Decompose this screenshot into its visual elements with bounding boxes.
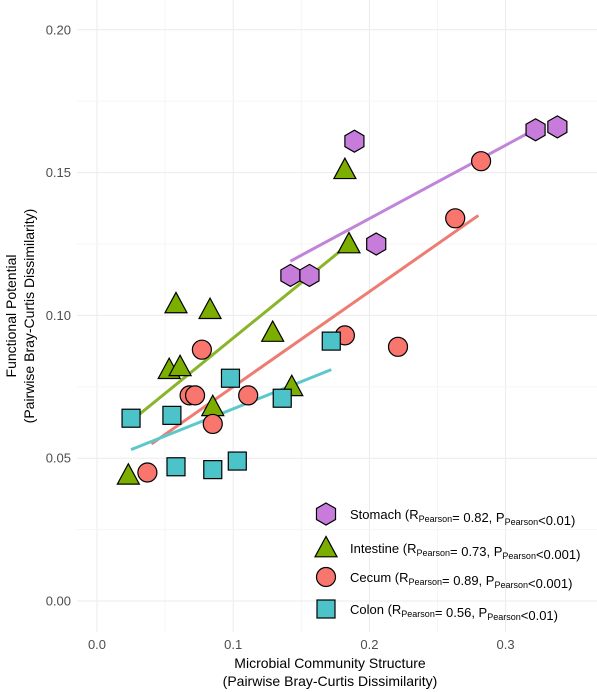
point-intestine xyxy=(336,231,361,254)
x-tick-label: 0.2 xyxy=(360,637,378,652)
point-stomach xyxy=(280,263,301,288)
point-colon xyxy=(272,388,292,408)
legend-item-cecum: Cecum (RPearson= 0.89, PPearson<0.001) xyxy=(315,566,572,591)
point-intestine xyxy=(168,353,193,377)
x-axis-ticks: 0.0 0.1 0.2 0.3 xyxy=(88,637,515,652)
point-intestine xyxy=(332,156,357,180)
legend-label-colon: Colon (RPearson= 0.56, PPearson<0.01) xyxy=(350,602,558,623)
point-intestine xyxy=(198,296,223,320)
point-colon xyxy=(321,331,341,351)
y-axis-title-line1: Functional Potential xyxy=(3,255,19,378)
point-cecum xyxy=(191,339,212,360)
y-tick-label: 0.05 xyxy=(46,451,71,466)
y-tick-label: 0.20 xyxy=(46,22,71,37)
point-stomach xyxy=(366,232,387,256)
point-stomach xyxy=(299,263,320,288)
legend: Stomach (RPearson= 0.82, PPearson<0.01) I… xyxy=(313,502,580,623)
point-colon xyxy=(121,408,141,428)
x-tick-label: 0.0 xyxy=(88,637,106,652)
series-cecum xyxy=(137,151,492,483)
legend-label-intestine: Intestine (RPearson= 0.73, PPearson<0.00… xyxy=(350,541,580,562)
point-colon xyxy=(220,368,241,388)
point-colon xyxy=(162,405,182,425)
x-tick-label: 0.1 xyxy=(224,637,242,652)
point-stomach xyxy=(344,129,365,153)
fit-line-stomach xyxy=(289,125,541,263)
legend-item-intestine: Intestine (RPearson= 0.73, PPearson<0.00… xyxy=(313,535,580,562)
y-tick-label: 0.10 xyxy=(46,308,71,323)
legend-key-intestine xyxy=(313,535,339,558)
point-cecum xyxy=(137,462,158,483)
x-tick-label: 0.3 xyxy=(497,637,515,652)
point-colon xyxy=(166,457,186,477)
x-axis-title-line1: Microbial Community Structure xyxy=(234,655,426,671)
point-intestine xyxy=(163,291,189,314)
point-cecum xyxy=(202,413,223,435)
series-stomach xyxy=(280,115,568,288)
fit-line-cecum xyxy=(150,214,480,446)
legend-label-stomach: Stomach (RPearson= 0.82, PPearson<0.01) xyxy=(350,507,575,528)
point-intestine xyxy=(260,319,285,342)
legend-item-stomach: Stomach (RPearson= 0.82, PPearson<0.01) xyxy=(315,502,575,528)
x-axis-title-line2: (Pairwise Bray-Curtis Dissimilarity) xyxy=(223,673,438,689)
point-cecum xyxy=(238,385,259,406)
grid xyxy=(77,0,597,632)
series-colon xyxy=(121,331,341,480)
legend-key-colon xyxy=(316,599,336,619)
point-cecum xyxy=(184,385,206,406)
y-axis-ticks: 0.00 0.05 0.10 0.15 0.20 xyxy=(46,22,71,608)
point-cecum xyxy=(470,151,492,172)
legend-label-cecum: Cecum (RPearson= 0.89, PPearson<0.001) xyxy=(350,570,572,591)
fit-line-colon xyxy=(130,368,332,452)
point-stomach xyxy=(525,118,546,142)
legend-key-stomach xyxy=(315,502,337,526)
data-points xyxy=(116,115,568,485)
y-tick-label: 0.15 xyxy=(46,165,71,180)
point-cecum xyxy=(445,208,466,229)
legend-key-cecum xyxy=(315,566,337,588)
point-cecum xyxy=(387,336,409,357)
point-stomach xyxy=(547,115,568,139)
point-colon xyxy=(227,451,247,471)
y-tick-label: 0.00 xyxy=(46,594,71,609)
point-colon xyxy=(203,460,223,480)
point-intestine xyxy=(116,462,141,485)
legend-item-colon: Colon (RPearson= 0.56, PPearson<0.01) xyxy=(316,599,558,623)
y-axis-title-line2: (Pairwise Bray-Curtis Dissimilarity) xyxy=(21,209,37,424)
